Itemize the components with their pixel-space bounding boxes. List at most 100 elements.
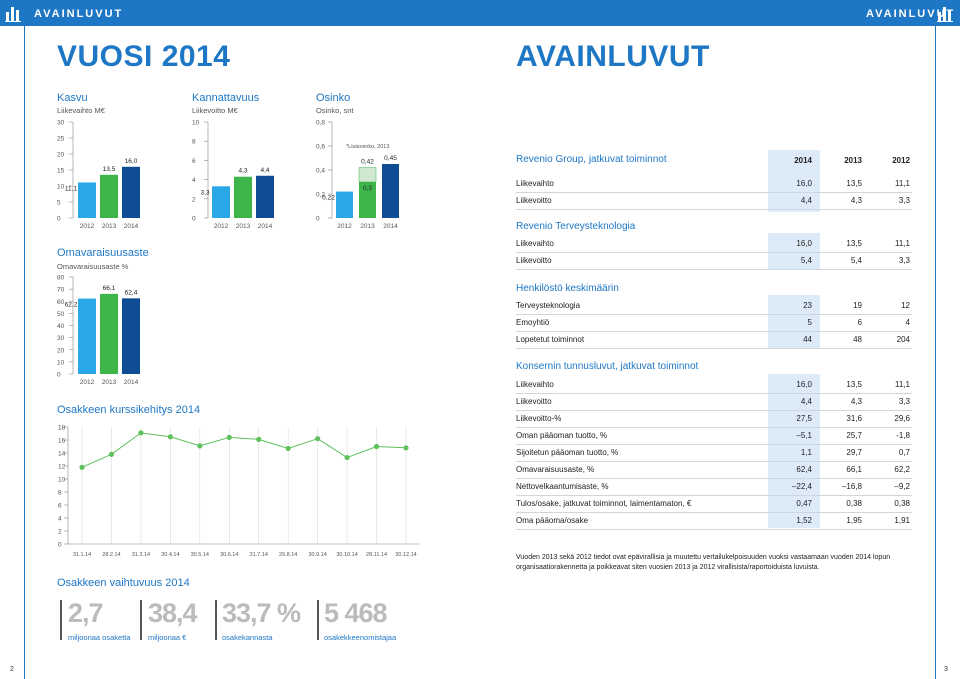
line-tick-label: 18 <box>58 425 66 432</box>
row-divider <box>516 331 912 332</box>
line-x-label: 30.5.14 <box>191 552 209 558</box>
group-row: Liikevaihto 16,0 13,5 11,1 <box>516 175 912 192</box>
henkilosto-table-title: Henkilöstö keskimäärin <box>516 283 619 294</box>
konserni-cell-2013: 1,95 <box>846 516 862 525</box>
share-price-point <box>108 451 115 457</box>
kannattavuus-tick-label: 0 <box>192 216 196 223</box>
kpi-divider <box>60 600 62 640</box>
omavaraisuusaste-tick-label: 60 <box>57 299 65 306</box>
henkilosto-cell-2013: 6 <box>857 318 862 327</box>
konserni-cell-2013: 25,7 <box>846 431 862 440</box>
share-price-point <box>167 434 173 440</box>
henkilosto-cell-2012: 204 <box>896 335 910 344</box>
osinko-bar-2014 <box>382 164 399 218</box>
konserni-cell-2013: 31,6 <box>846 414 862 423</box>
line-tick-label: 16 <box>58 438 66 445</box>
col-header-2014: 2014 <box>794 156 812 165</box>
omavaraisuusaste-x-label: 2012 <box>80 379 95 386</box>
page-number-right: 3 <box>944 666 948 673</box>
line-tick-label: 4 <box>58 516 62 523</box>
osinko-value-label: 0,22 <box>322 195 335 202</box>
terveys-cell-2012: 11,1 <box>895 239 910 248</box>
kannattavuus-ylabel: Liikevoitto M€ <box>192 106 238 115</box>
kasvu-value-label: 11,1 <box>65 185 78 192</box>
row-divider <box>516 495 912 496</box>
omavaraisuusaste-bar-2012 <box>78 298 96 374</box>
omavaraisuusaste-tick-label: 50 <box>57 311 65 318</box>
osinko-extra-label: 0,42 <box>361 159 374 166</box>
share-price-point <box>344 454 350 461</box>
group-cell-2012: 11,1 <box>895 179 910 188</box>
left-margin-line <box>24 26 25 679</box>
osinko-tick-label: 0,4 <box>316 168 325 175</box>
omavaraisuusaste-tick-label: 70 <box>57 287 65 294</box>
kasvu-tick-label: 25 <box>57 136 65 143</box>
terveys-cell-2014: 16,0 <box>796 239 812 248</box>
terveys-row-label: Liikevaihto <box>516 239 554 248</box>
osinko-tick-label: 0 <box>316 216 320 223</box>
konserni-cell-2013: 13,5 <box>846 380 862 389</box>
line-x-label: 31.3.14 <box>132 552 150 558</box>
kpi-divider <box>317 600 319 640</box>
konserni-cell-2013: 0,38 <box>846 499 862 508</box>
line-x-label: 31.7.14 <box>250 552 268 558</box>
row-divider <box>516 393 912 394</box>
share-price-point <box>285 445 291 452</box>
kannattavuus-tick-label: 6 <box>192 158 196 165</box>
line-x-label: 30.9.14 <box>308 552 326 558</box>
share-price-point <box>226 434 232 440</box>
henkilosto-row-label: Emoyhtiö <box>516 318 550 327</box>
terveys-table-title: Revenio Terveysteknologia <box>516 221 636 232</box>
henkilosto-row: Emoyhtiö 5 6 4 <box>516 314 912 331</box>
konserni-cell-2014: 4,4 <box>800 397 812 406</box>
konserni-cell-2012: 0,7 <box>898 448 910 457</box>
henkilosto-cell-2013: 19 <box>853 301 862 310</box>
kasvu-value-label: 16,0 <box>125 158 138 165</box>
highlight-2014-henkilosto <box>768 295 820 348</box>
kannattavuus-tick-label: 8 <box>192 139 196 146</box>
share-price-title: Osakkeen kurssikehitys 2014 <box>57 404 201 416</box>
kpi-value-caption: miljoonaa € <box>148 633 187 642</box>
henkilosto-cell-2014: 44 <box>803 335 812 344</box>
konserni-cell-2013: 29,7 <box>846 448 862 457</box>
henkilosto-row: Lopetetut toiminnot 44 48 204 <box>516 331 912 348</box>
page-number-left: 2 <box>10 666 14 673</box>
konserni-row-label: Liikevaihto <box>516 380 554 389</box>
group-table-title: Revenio Group, jatkuvat toiminnot <box>516 154 667 165</box>
konserni-row: Omavaraisuusaste, % 62,4 66,1 62,2 <box>516 461 912 478</box>
terveys-cell-2013: 13,5 <box>846 239 862 248</box>
konserni-table-title: Konsernin tunnusluvut, jatkuvat toiminno… <box>516 361 699 372</box>
line-tick-label: 8 <box>58 490 62 497</box>
row-divider <box>516 252 912 253</box>
konserni-cell-2012: 29,6 <box>894 414 910 423</box>
konserni-cell-2014: –22,4 <box>791 482 812 491</box>
top-bar: AVAINLUVUT AVAINLUVUT <box>0 0 960 26</box>
group-cell-2014: 16,0 <box>796 179 812 188</box>
share-price-point <box>373 443 380 450</box>
footnote: Vuoden 2013 sekä 2012 tiedot ovat epävir… <box>516 554 891 571</box>
bar-chart-logo-icon <box>5 7 21 22</box>
kpi-holders-value: 5 468 <box>324 598 388 628</box>
kannattavuus-value-label: 3,3 <box>200 189 209 196</box>
kasvu-bar-2013 <box>100 174 118 218</box>
line-tick-label: 6 <box>58 503 62 510</box>
right-margin-line <box>935 26 936 679</box>
group-row: Liikevoitto 4,4 4,3 3,3 <box>516 192 912 209</box>
line-tick-label: 12 <box>58 464 66 471</box>
group-row-label: Liikevaihto <box>516 179 554 188</box>
group-cell-2013: 13,5 <box>846 179 862 188</box>
row-divider <box>516 512 912 513</box>
omavaraisuusaste-value-label: 66,1 <box>103 285 116 292</box>
line-x-label: 30.12.14 <box>395 552 416 558</box>
line-x-label: 30.6.14 <box>220 552 238 558</box>
osinko-bar-2013 <box>359 182 376 218</box>
kasvu-tick-label: 20 <box>57 152 65 159</box>
group-row-label: Liikevoitto <box>516 196 552 205</box>
osinko-x-label: 2013 <box>360 223 375 230</box>
header-brand-right: AVAINLUVUT <box>866 8 956 20</box>
terveys-row: Liikevaihto 16,0 13,5 11,1 <box>516 235 912 252</box>
share-price-line <box>81 432 407 468</box>
kasvu-bar-2012 <box>78 182 96 218</box>
omavaraisuusaste-tick-label: 10 <box>57 359 65 366</box>
